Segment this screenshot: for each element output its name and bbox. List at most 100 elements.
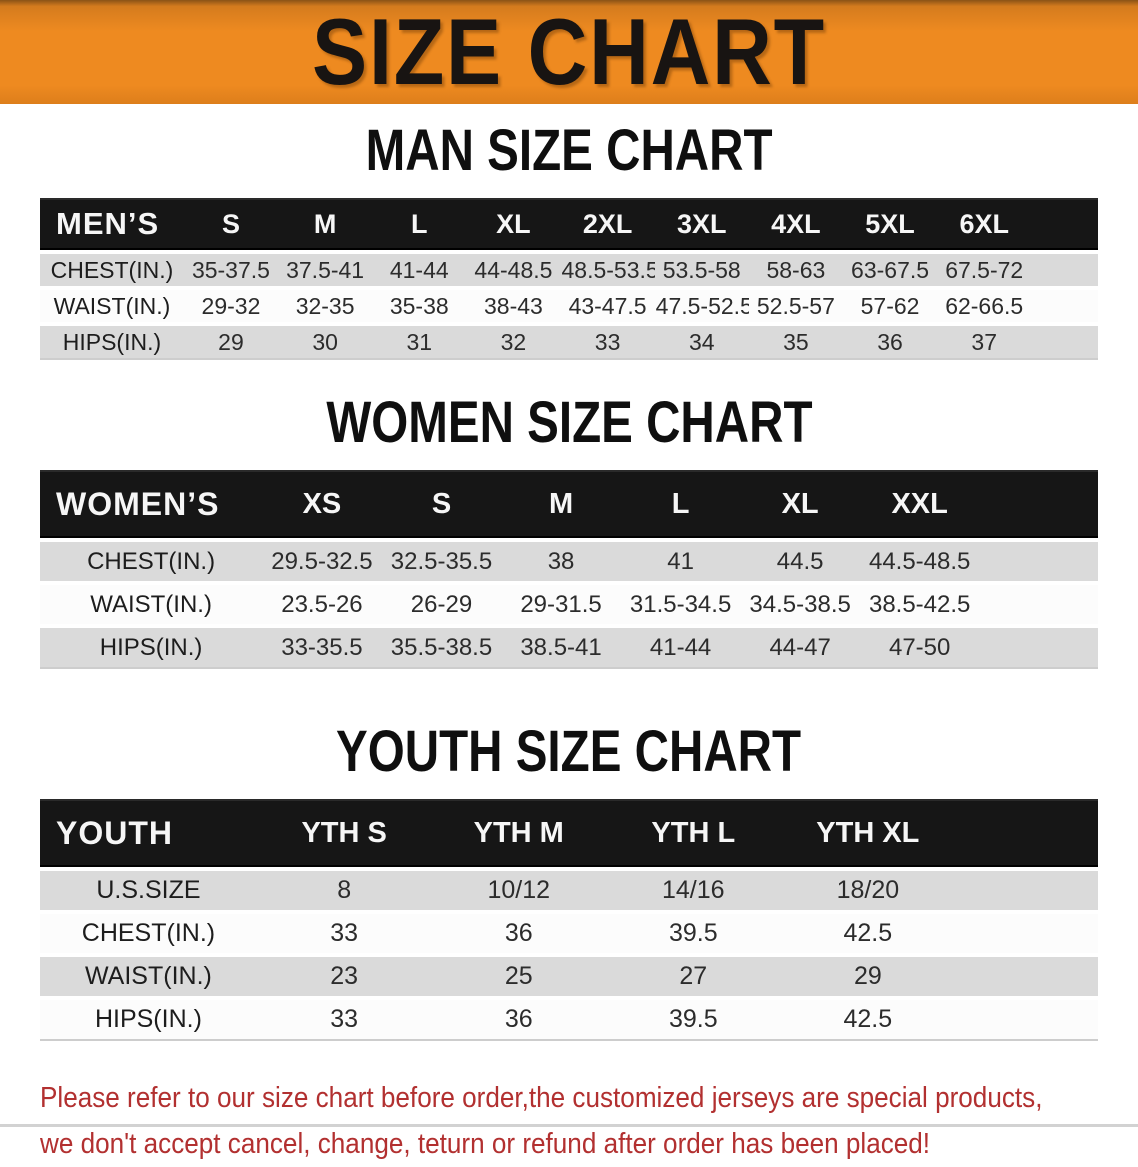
cell: 33-35.5 [262, 628, 382, 669]
cell: 35 [748, 326, 843, 360]
cell: 26-29 [381, 585, 502, 624]
bottom-divider [0, 1124, 1138, 1127]
row-label: HIPS(IN.) [40, 326, 184, 360]
cell: 37 [937, 326, 1032, 360]
cell: 41-44 [372, 254, 467, 286]
cell: 34.5-38.5 [740, 585, 860, 624]
cell: 35.5-38.5 [381, 628, 502, 669]
cell: 34 [654, 326, 749, 360]
men-size-header: M [278, 198, 373, 250]
youth-section-heading-text: YOUTH SIZE CHART [336, 719, 802, 784]
cell: 44-48.5 [466, 254, 561, 286]
men-section-heading-text: MAN SIZE CHART [365, 118, 773, 183]
men-size-header: 5XL [842, 198, 938, 250]
men-size-header: 6XL [937, 198, 1032, 250]
cell: 38-43 [466, 290, 561, 322]
men-size-header: L [372, 198, 467, 250]
cell: 32-35 [278, 290, 373, 322]
table-row: WAIST(IN.) 23 25 27 29 [40, 957, 1098, 996]
youth-size-table: YOUTH YTH S YTH M YTH L YTH XL U.S.SIZE … [40, 795, 1098, 1045]
row-label: CHEST(IN.) [40, 914, 257, 953]
row-label: WAIST(IN.) [40, 585, 263, 624]
women-size-header: M [501, 470, 621, 538]
table-row: WAIST(IN.) 29-32 32-35 35-38 38-43 43-47… [40, 290, 1098, 322]
cell: 29-32 [183, 290, 279, 322]
cell: 67.5-72 [937, 254, 1032, 286]
cell: 32.5-35.5 [381, 542, 502, 581]
cell: 38.5-42.5 [859, 585, 980, 624]
cell: 41-44 [620, 628, 741, 669]
row-label: WAIST(IN.) [40, 957, 257, 996]
cell: 39.5 [606, 914, 781, 953]
cell: 10/12 [431, 871, 606, 910]
table-row: HIPS(IN.) 29 30 31 32 33 34 35 36 37 [40, 326, 1098, 360]
spacer-cell [955, 957, 1098, 996]
cell: 29.5-32.5 [262, 542, 382, 581]
disclaimer-line-1: Please refer to our size chart before or… [40, 1082, 1043, 1114]
men-header-row: MEN’S S M L XL 2XL 3XL 4XL 5XL 6XL [40, 198, 1098, 250]
cell: 33 [560, 326, 655, 360]
spacer-cell [955, 914, 1098, 953]
cell: 52.5-57 [748, 290, 843, 322]
table-row: HIPS(IN.) 33 36 39.5 42.5 [40, 1000, 1098, 1041]
cell: 38 [501, 542, 621, 581]
row-label: CHEST(IN.) [40, 254, 184, 286]
spacer-cell [979, 585, 1098, 624]
table-row: CHEST(IN.) 33 36 39.5 42.5 [40, 914, 1098, 953]
cell: 48.5-53.5 [560, 254, 655, 286]
cell: 44.5 [740, 542, 860, 581]
cell: 53.5-58 [654, 254, 749, 286]
cell: 35-37.5 [183, 254, 279, 286]
men-size-header: S [183, 198, 279, 250]
spacer-cell [1031, 290, 1098, 322]
spacer-cell [955, 871, 1098, 910]
cell: 29 [183, 326, 279, 360]
cell: 57-62 [842, 290, 938, 322]
women-corner-label: WOMEN’S [40, 470, 263, 538]
row-label: HIPS(IN.) [40, 1000, 257, 1041]
men-size-table: MEN’S S M L XL 2XL 3XL 4XL 5XL 6XL CHEST… [40, 194, 1098, 364]
spacer-cell [979, 470, 1098, 538]
cell: 62-66.5 [937, 290, 1032, 322]
cell: 38.5-41 [501, 628, 621, 669]
men-section-heading: MAN SIZE CHART [0, 118, 1138, 183]
spacer-cell [979, 628, 1098, 669]
cell: 18/20 [780, 871, 956, 910]
cell: 37.5-41 [278, 254, 373, 286]
spacer-cell [955, 1000, 1098, 1041]
women-size-header: XS [262, 470, 382, 538]
cell: 30 [278, 326, 373, 360]
page-title: SIZE CHART [312, 0, 826, 104]
cell: 43-47.5 [560, 290, 655, 322]
cell: 47.5-52.5 [654, 290, 749, 322]
cell: 33 [256, 914, 432, 953]
cell: 35-38 [372, 290, 467, 322]
cell: 32 [466, 326, 561, 360]
table-row: HIPS(IN.) 33-35.5 35.5-38.5 38.5-41 41-4… [40, 628, 1098, 669]
cell: 31.5-34.5 [620, 585, 741, 624]
men-size-header: 3XL [654, 198, 749, 250]
cell: 29-31.5 [501, 585, 621, 624]
table-row: CHEST(IN.) 29.5-32.5 32.5-35.5 38 41 44.… [40, 542, 1098, 581]
youth-size-header: YTH S [256, 799, 432, 867]
cell: 63-67.5 [842, 254, 938, 286]
spacer-cell [1031, 326, 1098, 360]
table-row: WAIST(IN.) 23.5-26 26-29 29-31.5 31.5-34… [40, 585, 1098, 624]
disclaimer-line-2: we don't accept cancel, change, teturn o… [40, 1128, 931, 1160]
cell: 27 [606, 957, 781, 996]
cell: 8 [256, 871, 432, 910]
women-size-table: WOMEN’S XS S M L XL XXL CHEST(IN.) 29.5-… [40, 466, 1098, 673]
table-row: CHEST(IN.) 35-37.5 37.5-41 41-44 44-48.5… [40, 254, 1098, 286]
women-size-header: S [381, 470, 502, 538]
cell: 39.5 [606, 1000, 781, 1041]
cell: 47-50 [859, 628, 980, 669]
women-size-header: XXL [859, 470, 980, 538]
cell: 44.5-48.5 [859, 542, 980, 581]
youth-size-header: YTH M [431, 799, 606, 867]
women-size-header: L [620, 470, 741, 538]
cell: 31 [372, 326, 467, 360]
youth-size-header: YTH L [606, 799, 781, 867]
table-row: U.S.SIZE 8 10/12 14/16 18/20 [40, 871, 1098, 910]
women-header-row: WOMEN’S XS S M L XL XXL [40, 470, 1098, 538]
disclaimer-text: Please refer to our size chart before or… [0, 1075, 1138, 1167]
